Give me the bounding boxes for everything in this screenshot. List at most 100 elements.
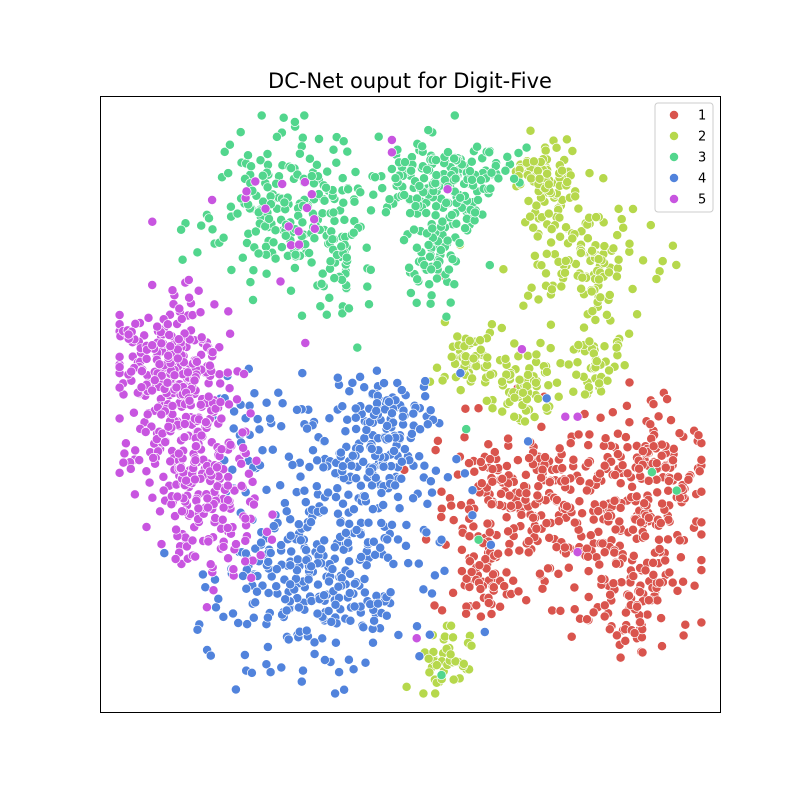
scatter-point-class-4 bbox=[309, 649, 320, 659]
scatter-point-class-2 bbox=[517, 387, 528, 398]
scatter-point-class-2 bbox=[616, 214, 627, 225]
scatter-point-class-4 bbox=[412, 621, 422, 632]
scatter-point-class-3 bbox=[322, 166, 333, 177]
scatter-point-class-4 bbox=[319, 535, 330, 546]
scatter-point-class-1 bbox=[604, 624, 615, 635]
scatter-point-class-3 bbox=[502, 151, 513, 162]
scatter-point-class-1 bbox=[605, 589, 616, 600]
scatter-point-class-5 bbox=[216, 444, 227, 455]
scatter-point-class-2 bbox=[528, 156, 539, 167]
scatter-point-class-1 bbox=[610, 470, 621, 480]
scatter-point-class-5 bbox=[163, 350, 174, 361]
scatter-point-class-1 bbox=[532, 490, 543, 501]
scatter-point-class-1 bbox=[544, 477, 555, 488]
scatter-point-class-3 bbox=[270, 225, 281, 236]
scatter-point-class-4 bbox=[297, 368, 308, 379]
scatter-point-class-5 bbox=[165, 456, 176, 467]
scatter-point-class-2 bbox=[618, 222, 629, 233]
scatter-point-class-5 bbox=[203, 536, 214, 547]
scatter-point-class-1 bbox=[624, 417, 635, 428]
scatter-point-class-3 bbox=[484, 260, 495, 271]
scatter-point-class-4 bbox=[279, 498, 290, 509]
scatter-point-class-1 bbox=[652, 595, 663, 606]
scatter-point-class-3 bbox=[339, 214, 350, 225]
scatter-point-class-3 bbox=[237, 252, 248, 263]
scatter-point-class-4 bbox=[332, 372, 343, 383]
scatter-point-class-4 bbox=[285, 530, 296, 541]
scatter-point-class-3 bbox=[426, 264, 437, 275]
scatter-point-class-2 bbox=[445, 649, 456, 660]
scatter-point-class-1 bbox=[603, 511, 614, 522]
scatter-point-class-4 bbox=[359, 491, 370, 502]
scatter-point-class-5 bbox=[245, 408, 256, 419]
scatter-point-class-2 bbox=[604, 365, 615, 376]
scatter-point-class-3 bbox=[406, 165, 417, 176]
scatter-point-class-1 bbox=[486, 609, 497, 619]
scatter-point-class-4 bbox=[327, 564, 338, 575]
scatter-point-class-2 bbox=[525, 125, 536, 136]
scatter-point-class-4 bbox=[340, 527, 351, 538]
scatter-point-class-5 bbox=[205, 559, 216, 570]
scatter-point-class-5 bbox=[147, 492, 158, 503]
scatter-point-class-5 bbox=[114, 310, 125, 320]
scatter-point-class-2 bbox=[591, 212, 602, 223]
scatter-point-class-5 bbox=[170, 554, 181, 564]
legend: 1 2 3 4 5 bbox=[654, 102, 714, 213]
scatter-point-class-5 bbox=[218, 502, 229, 513]
scatter-point-class-4 bbox=[360, 657, 371, 668]
scatter-point-class-5 bbox=[152, 321, 163, 332]
scatter-point-class-5 bbox=[182, 367, 193, 378]
scatter-point-class-5 bbox=[267, 509, 278, 520]
legend-label-3: 3 bbox=[698, 151, 706, 166]
scatter-point-class-4 bbox=[378, 461, 389, 472]
scatter-point-class-3 bbox=[380, 207, 391, 218]
scatter-point-class-1 bbox=[513, 586, 524, 597]
scatter-point-class-4 bbox=[228, 608, 238, 619]
scatter-point-class-4 bbox=[376, 488, 387, 498]
scatter-point-class-1 bbox=[594, 559, 605, 570]
scatter-point-class-1 bbox=[607, 407, 618, 418]
scatter-point-class-2 bbox=[555, 231, 566, 242]
scatter-point-class-4 bbox=[338, 498, 348, 509]
scatter-point-class-1 bbox=[583, 551, 593, 562]
scatter-point-class-3 bbox=[404, 262, 415, 273]
scatter-point-class-1 bbox=[531, 523, 542, 534]
scatter-point-class-2 bbox=[428, 647, 439, 657]
scatter-point-class-1 bbox=[657, 641, 667, 652]
scatter-point-class-1 bbox=[569, 604, 580, 615]
scatter-point-class-4 bbox=[263, 556, 274, 567]
scatter-point-class-1 bbox=[662, 394, 673, 405]
scatter-point-class-2 bbox=[560, 267, 570, 278]
scatter-point-class-1 bbox=[635, 617, 646, 628]
scatter-point-class-3 bbox=[317, 268, 328, 279]
scatter-point-class-3 bbox=[467, 174, 477, 185]
scatter-point-class-4 bbox=[364, 466, 375, 477]
scatter-point-class-3 bbox=[426, 290, 437, 301]
scatter-point-class-2 bbox=[455, 385, 466, 396]
scatter-point-class-2 bbox=[541, 248, 552, 259]
scatter-point-class-1 bbox=[503, 547, 514, 558]
scatter-point-class-5 bbox=[163, 421, 174, 432]
scatter-point-class-5 bbox=[516, 344, 527, 355]
scatter-point-class-1 bbox=[628, 550, 639, 561]
scatter-point-class-2 bbox=[671, 260, 682, 270]
scatter-point-class-4 bbox=[541, 393, 552, 404]
scatter-point-class-4 bbox=[230, 684, 241, 695]
legend-marker-2 bbox=[669, 131, 679, 141]
scatter-point-class-5 bbox=[222, 480, 233, 491]
scatter-point-class-2 bbox=[497, 376, 508, 387]
scatter-point-class-5 bbox=[201, 602, 212, 613]
scatter-point-class-1 bbox=[469, 466, 480, 477]
scatter-point-class-4 bbox=[381, 610, 392, 621]
scatter-point-class-3 bbox=[289, 263, 300, 273]
scatter-point-class-1 bbox=[488, 569, 498, 580]
plot-area-frame bbox=[100, 96, 721, 713]
scatter-point-class-3 bbox=[243, 150, 253, 161]
scatter-point-class-4 bbox=[485, 539, 496, 550]
scatter-point-class-4 bbox=[331, 492, 341, 503]
scatter-point-class-2 bbox=[546, 224, 557, 235]
scatter-point-class-5 bbox=[142, 409, 153, 420]
scatter-point-class-2 bbox=[543, 179, 554, 190]
scatter-point-class-3 bbox=[280, 230, 291, 241]
scatter-point-class-4 bbox=[286, 546, 297, 557]
